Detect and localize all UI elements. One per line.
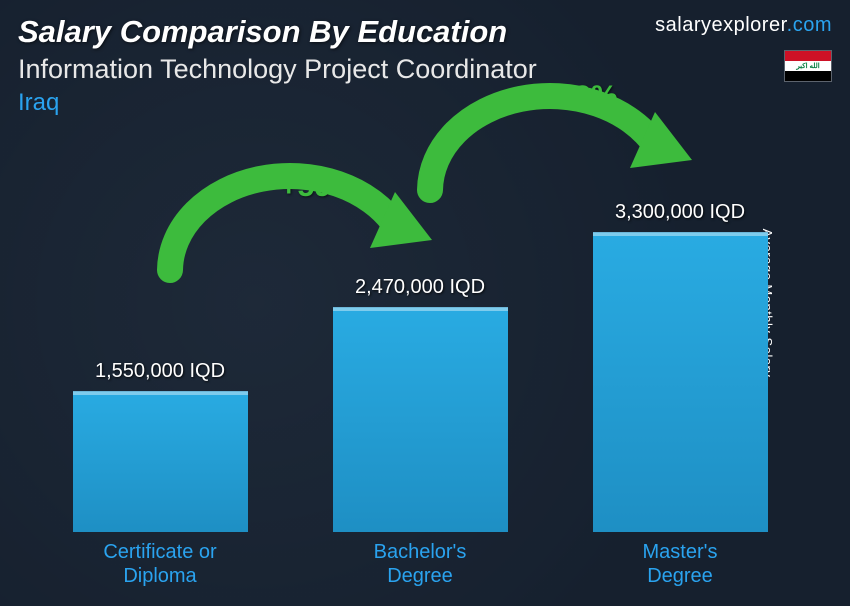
bar-value-label: 1,550,000 IQD: [95, 360, 225, 383]
bar: [333, 307, 508, 532]
bar: [593, 232, 768, 532]
bar: [73, 391, 248, 532]
flag-stripe-black: [785, 71, 831, 81]
bar-category-label: Certificate orDiploma: [103, 540, 216, 588]
brand-label: salaryexplorer.com: [655, 14, 832, 37]
brand-suffix: .com: [787, 14, 832, 36]
bar-group: 3,300,000 IQDMaster'sDegree: [590, 201, 770, 588]
increase-arrow-icon: [140, 130, 440, 330]
salary-chart: 1,550,000 IQDCertificate orDiploma2,470,…: [60, 160, 780, 588]
flag-stripe-red: [785, 51, 831, 61]
increase-arrow-icon: [400, 50, 700, 250]
bar-category-label: Bachelor'sDegree: [374, 540, 467, 588]
title-row: Salary Comparison By Education salaryexp…: [18, 14, 832, 50]
brand-prefix: salaryexplorer: [655, 14, 787, 36]
bar-group: 1,550,000 IQD Certificate orDiploma: [70, 360, 250, 588]
bar-category-label: Master'sDegree: [643, 540, 718, 588]
page-title: Salary Comparison By Education: [18, 14, 507, 50]
flag-script: الله اكبر: [796, 62, 819, 70]
flag-icon: الله اكبر: [784, 50, 832, 82]
flag-stripe-white: الله اكبر: [785, 61, 831, 71]
